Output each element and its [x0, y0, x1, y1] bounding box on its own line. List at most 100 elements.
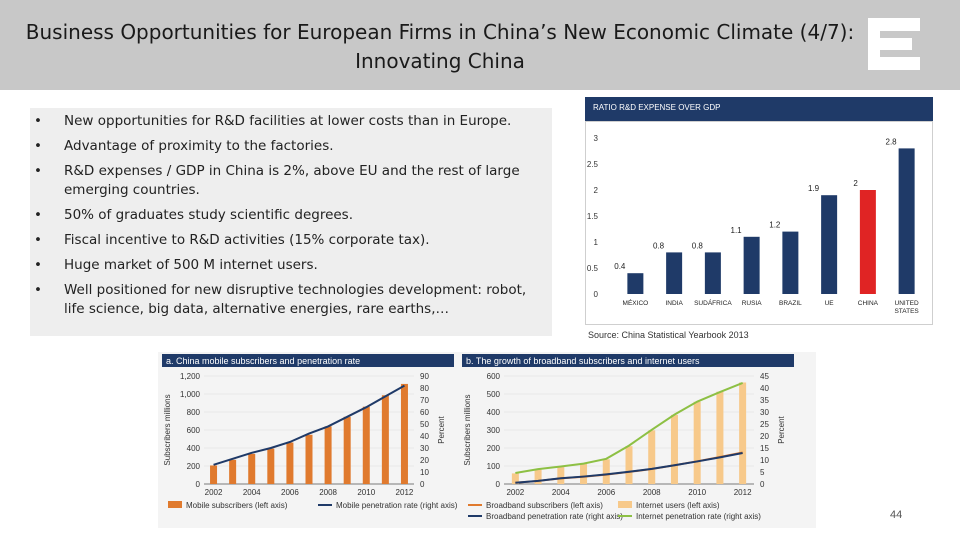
title-line-2: Innovating China: [355, 49, 525, 73]
y-tick-label: 1: [594, 238, 599, 247]
bar: [286, 442, 294, 484]
y2-axis-label: Percent: [777, 415, 786, 443]
bar: [511, 473, 519, 484]
bullet-text: R&D expenses / GDP in China is 2%, above…: [64, 163, 520, 198]
bullet-text: New opportunities for R&D facilities at …: [64, 113, 512, 129]
y2-tick-label: 15: [760, 444, 769, 453]
bar: [210, 465, 218, 484]
x-tick-label: UE: [825, 300, 835, 307]
title-line-1: Business Opportunities for European Firm…: [25, 20, 855, 44]
list-item: • Well positioned for new disruptive tech…: [30, 281, 550, 319]
bullet-text: 50% of graduates study scientific degree…: [64, 207, 354, 223]
x-tick-label: 2004: [552, 488, 570, 497]
y-tick-label: 600: [187, 426, 201, 435]
y-tick-label: 0: [594, 290, 599, 299]
panel-title: a. China mobile subscribers and penetrat…: [166, 356, 360, 366]
bar: [534, 469, 542, 484]
data-label: 1.9: [808, 184, 820, 193]
legend-swatch: [168, 501, 182, 508]
bullet-dot: •: [34, 113, 42, 129]
rd-chart-frame: 0 0.5 1 1.5 2 2.5 3 0.4 MÉXICO 0.8 INDIA 0.8 SUDÁFRI…: [585, 121, 933, 325]
legend-label: Mobile subscribers (left axis): [186, 501, 288, 510]
bullet-text: Well positioned for new disruptive techn…: [64, 282, 527, 317]
bar-india: [666, 252, 683, 294]
y-tick-label: 0: [496, 480, 501, 489]
x-tick-label: BRAZIL: [779, 300, 802, 307]
x-tick-label: 2010: [357, 488, 375, 497]
legend-label: Broadband subscribers (left axis): [486, 501, 603, 510]
x-tick-label: MÉXICO: [623, 298, 649, 307]
x-tick-label: 2008: [643, 488, 661, 497]
x-tick-label: INDIA: [665, 300, 683, 307]
bullet-dot: •: [34, 138, 42, 154]
bar: [248, 453, 256, 484]
list-item: • 50% of graduates study scientific degre…: [30, 206, 550, 225]
y-tick-label: 1,200: [180, 372, 201, 381]
bar: [305, 434, 313, 484]
bar-sudáfrica: [704, 252, 721, 294]
bar-méxico: [627, 273, 644, 294]
bar: [648, 430, 656, 484]
y2-tick-label: 20: [420, 456, 429, 465]
x-tick-label: 2006: [281, 488, 299, 497]
bar: [716, 391, 724, 484]
x-tick-label: 2010: [688, 488, 706, 497]
y2-tick-label: 45: [760, 372, 769, 381]
x-tick-label: 2008: [319, 488, 337, 497]
y-tick-label: 0.5: [587, 264, 599, 273]
y-tick-label: 800: [187, 408, 201, 417]
bar: [693, 401, 701, 484]
bar-ue: [821, 195, 838, 294]
x-tick-label: RUSIA: [742, 300, 763, 307]
bar: [625, 446, 633, 484]
panel-title: b. The growth of broadband subscribers a…: [466, 356, 700, 366]
bar: [557, 467, 565, 484]
list-item: • Huge market of 500 M internet users.: [30, 256, 550, 275]
y-tick-label: 1,000: [180, 390, 201, 399]
y2-tick-label: 35: [760, 396, 769, 405]
data-label: 2: [853, 179, 858, 188]
bottom-charts-panel: a. China mobile subscribers and penetrat…: [158, 352, 816, 528]
bullet-dot: •: [34, 232, 42, 248]
y2-axis-label: Percent: [437, 415, 446, 443]
y-tick-label: 200: [187, 462, 201, 471]
data-label: 0.8: [653, 241, 665, 250]
y-tick-label: 1.5: [587, 212, 599, 221]
bar: [670, 414, 678, 484]
x-tick-label: 2004: [243, 488, 261, 497]
bullet-text: Advantage of proximity to the factories.: [64, 138, 334, 154]
series-line: [213, 384, 405, 466]
y-tick-label: 300: [487, 426, 501, 435]
y-tick-label: 200: [487, 444, 501, 453]
x-tick-label: 2012: [396, 488, 414, 497]
legend-swatch: [618, 501, 632, 508]
y2-tick-label: 10: [420, 468, 429, 477]
bullet-list: • New opportunities for R&D facilities at…: [30, 112, 550, 325]
y2-tick-label: 30: [420, 444, 429, 453]
bar: [602, 459, 610, 484]
bar: [324, 426, 332, 484]
rd-chart-title: RATIO R&D EXPENSE OVER GDP: [585, 97, 933, 121]
y2-tick-label: 90: [420, 372, 429, 381]
bullet-dot: •: [34, 207, 42, 223]
bar-brazil: [782, 231, 799, 294]
data-label: 0.8: [692, 241, 704, 250]
y-tick-label: 100: [487, 462, 501, 471]
legend-label: Internet penetration rate (right axis): [636, 512, 761, 521]
list-item: • Fiscal incentive to R&D activities (15%…: [30, 231, 550, 250]
source-note: Source: China Statistical Yearbook 2013: [588, 330, 749, 340]
bar: [229, 459, 237, 484]
data-label: 1.2: [769, 221, 781, 230]
bullet-text: Fiscal incentive to R&D activities (15% …: [64, 232, 430, 248]
y-tick-label: 400: [487, 408, 501, 417]
bullet-dot: •: [34, 282, 42, 298]
header-banner: Business Opportunities for European Firm…: [0, 0, 960, 90]
bar: [580, 464, 588, 484]
y2-tick-label: 30: [760, 408, 769, 417]
bar-rusia: [743, 236, 760, 294]
x-tick-label: 2006: [597, 488, 615, 497]
series-line: [515, 452, 743, 484]
data-label: 0.4: [614, 262, 626, 271]
x-tick-label: CHINA: [858, 300, 879, 307]
bar: [381, 395, 389, 484]
